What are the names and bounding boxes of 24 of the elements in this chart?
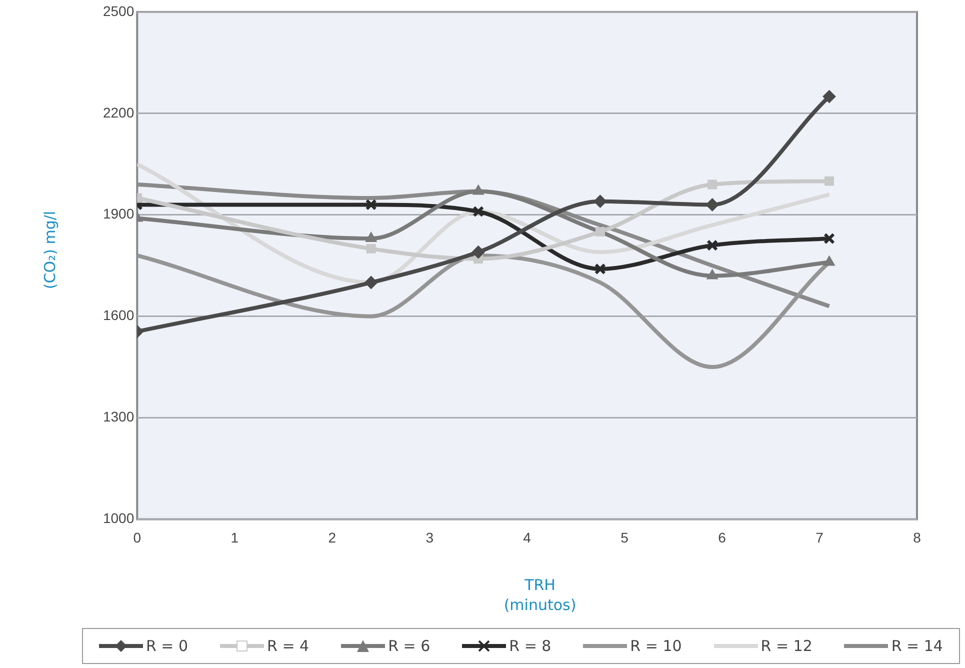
y-tick-label: 1600: [102, 307, 134, 324]
y-tick-label: 1300: [102, 408, 134, 425]
x-tick-label: 1: [230, 529, 239, 546]
y-tick-label: 2200: [102, 104, 134, 120]
x-tick-label: 2: [328, 529, 336, 546]
y-tick-label: 1900: [102, 206, 134, 222]
y-tick-label: 2500: [102, 2, 134, 19]
x-tick-label: 8: [913, 529, 922, 546]
legend-label: R = 0: [146, 637, 188, 655]
legend-label: R = 8: [509, 637, 552, 655]
y-tick-label: 1000: [102, 510, 134, 526]
x-tick-label: 3: [426, 529, 434, 546]
legend-label: R = 4: [267, 637, 310, 655]
x-tick-label: 0: [133, 529, 142, 546]
y-axis-title: (CO₂) mg/l: [41, 210, 59, 290]
x-tick-label: 4: [523, 529, 532, 546]
legend-label: R = 6: [388, 637, 430, 655]
x-tick-label: 5: [620, 529, 629, 546]
x-tick-label: 7: [816, 529, 824, 546]
x-axis-title: TRH (minutos): [504, 575, 576, 615]
x-tick-label: 6: [718, 529, 726, 546]
legend-label: R = 12: [760, 637, 812, 655]
legend-label: R = 10: [630, 637, 682, 655]
legend-label: R = 14: [891, 637, 943, 655]
